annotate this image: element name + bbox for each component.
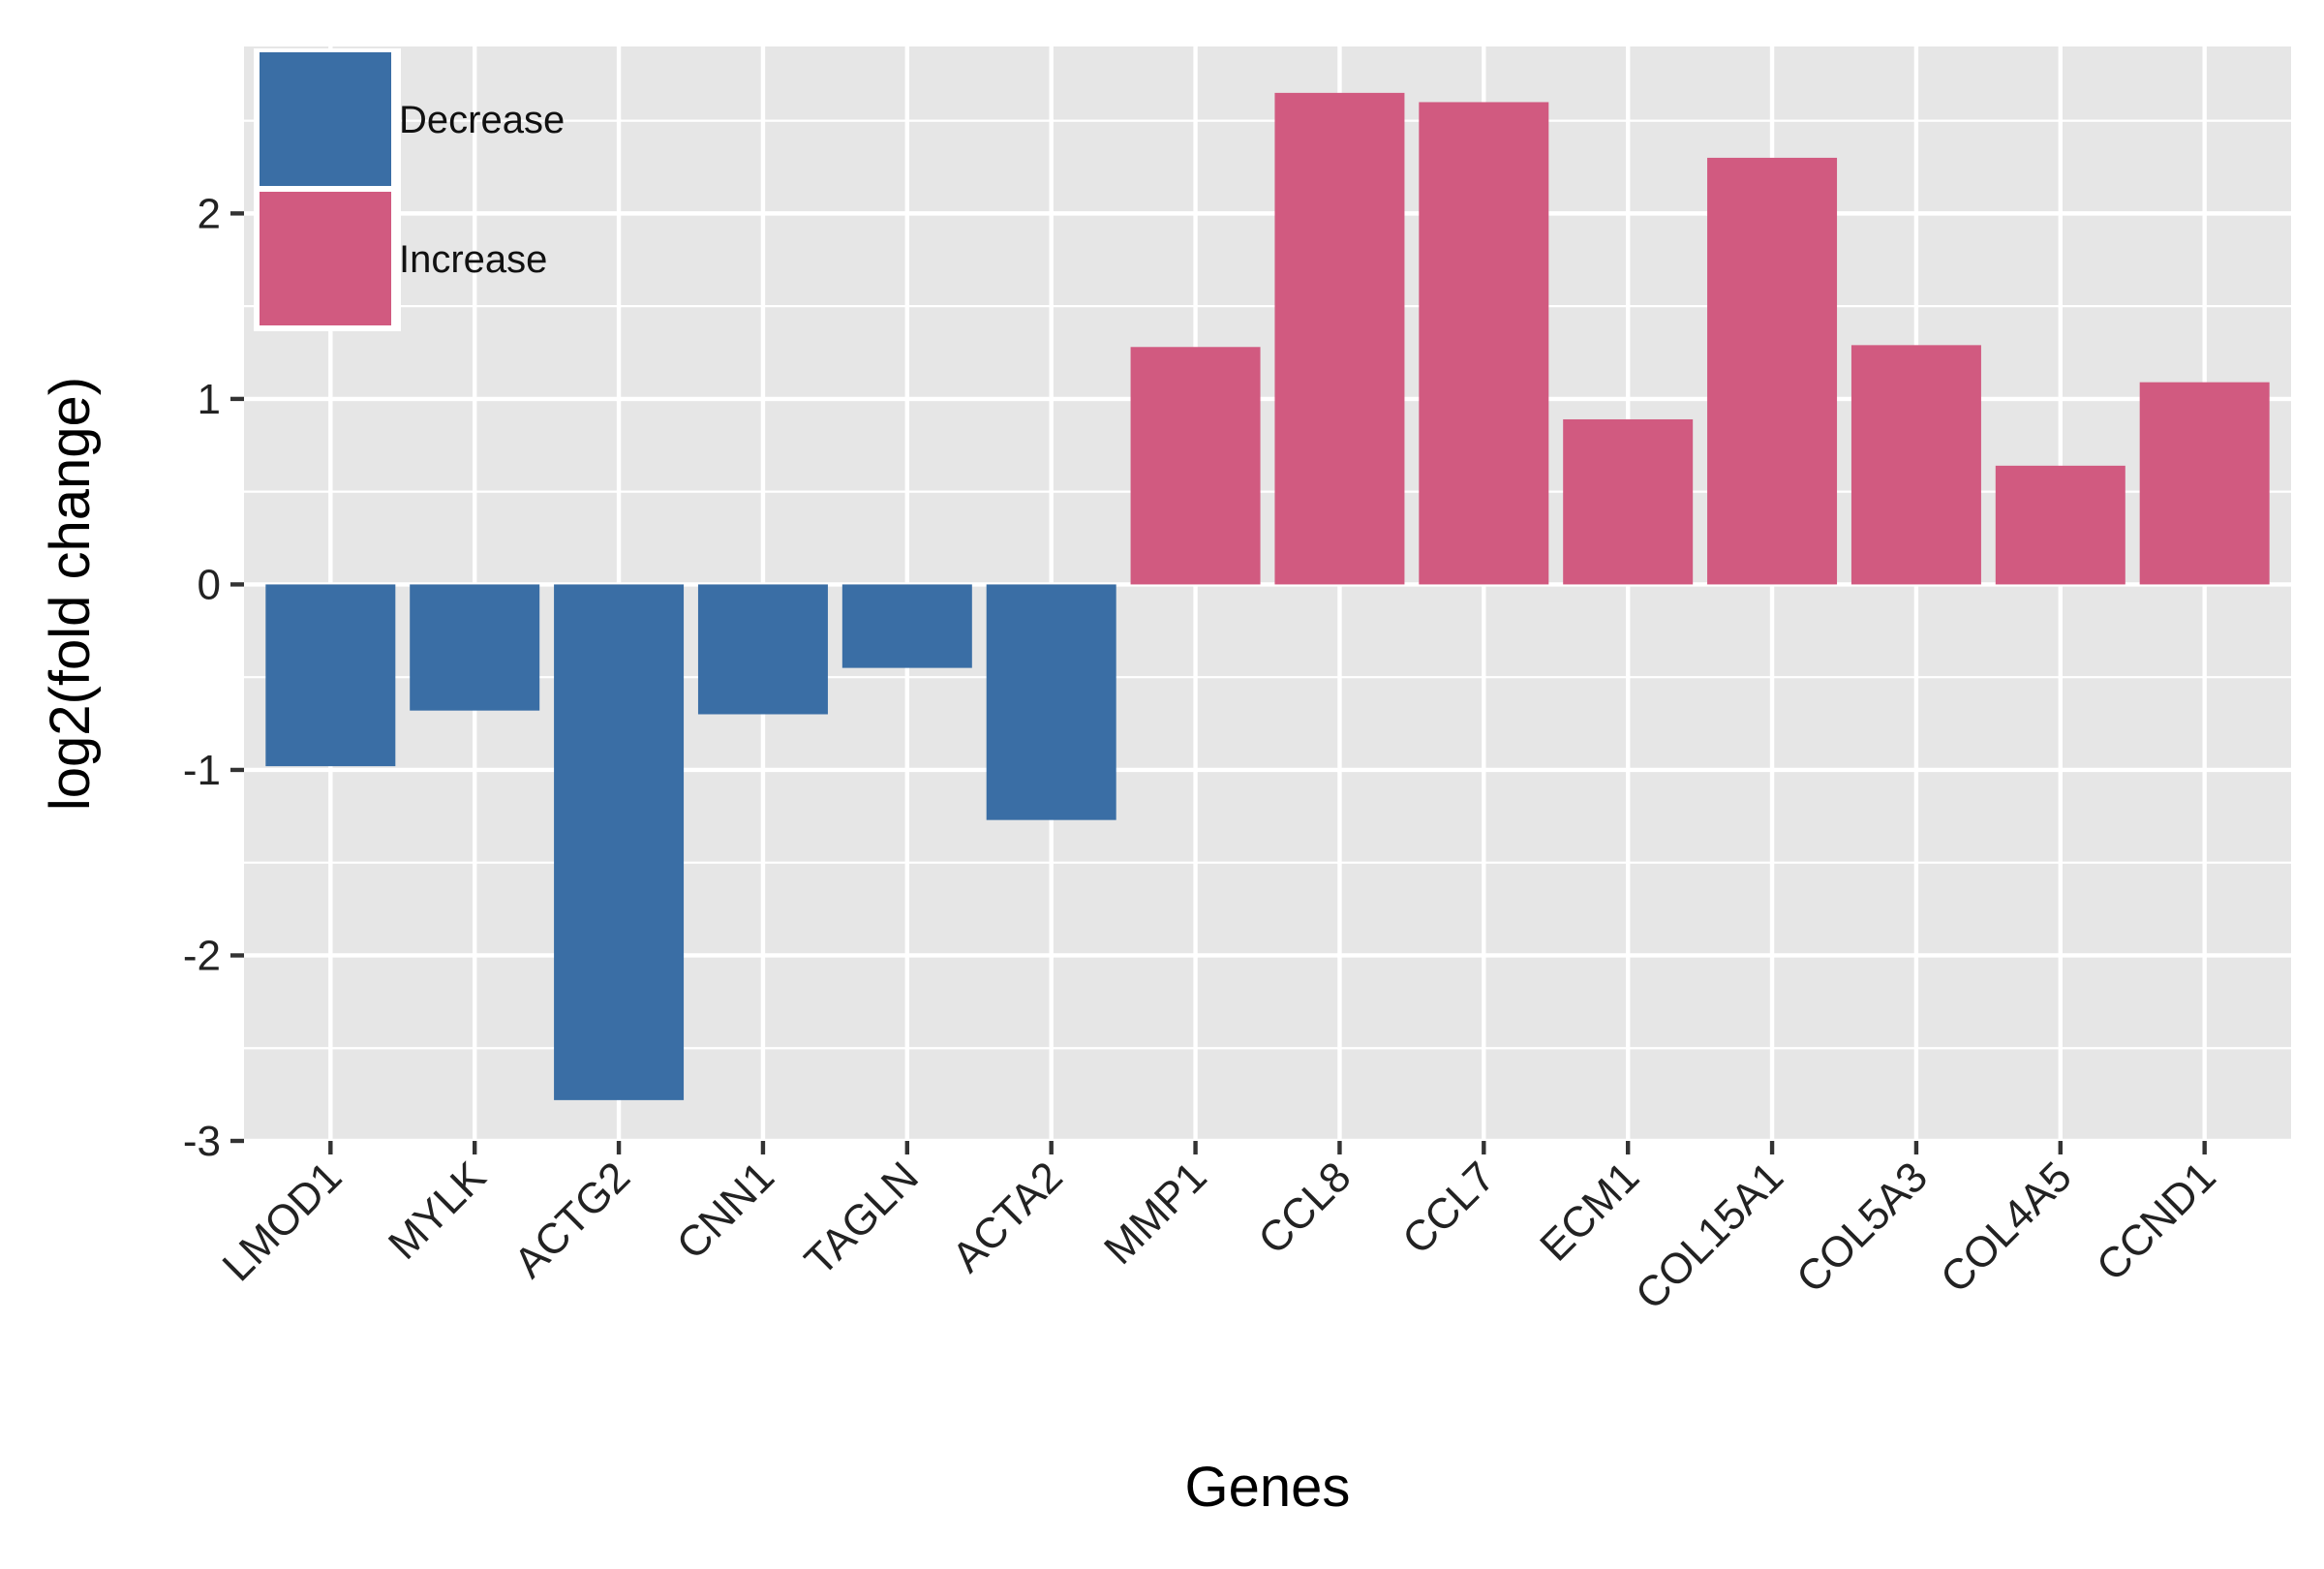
x-tick-label: TAGLN [796,1153,928,1284]
bar-tagln [841,584,972,668]
x-tick-label: CNN1 [668,1153,783,1268]
legend-label-decrease: Decrease [399,99,565,141]
plot-panel [244,46,2291,1141]
bar-mmp1 [1130,347,1261,585]
x-tick-label: MYLK [380,1153,495,1268]
bar-ecm1 [1563,418,1694,585]
x-tick-label: COL15A1 [1627,1153,1792,1318]
x-axis: LMOD1 MYLK ACTG2 CNN1 TAGLN ACTA2 MMP1 CCL8 CCL7… [214,1141,2225,1319]
y-axis-title: log2(fold change) [39,377,102,811]
bar-ccnd1 [2139,382,2270,585]
legend-key-decrease [260,52,391,186]
y-axis: -3 -2 -1 0 1 2 [183,190,244,1165]
bar-ccl7 [1419,102,1549,585]
y-tick-label: -1 [183,747,221,794]
x-tick-label: ECM1 [1531,1153,1648,1270]
bar-col5a3 [1850,345,1981,585]
bar-acta2 [986,584,1116,820]
bar-col4a5 [1995,465,2125,585]
y-tick-label: -2 [183,932,221,979]
x-tick-label: LMOD1 [214,1153,352,1290]
bar-cnn1 [697,584,828,715]
x-tick-label: MMP1 [1095,1153,1216,1274]
bar-col15a1 [1707,157,1838,585]
x-tick-label: ACTG2 [505,1153,639,1286]
x-tick-label: COL4A5 [1932,1153,2081,1302]
x-tick-label: ACTA2 [943,1153,1072,1281]
bar-ccl8 [1274,92,1405,585]
x-tick-label: COL5A3 [1788,1153,1937,1302]
y-tick-label: 1 [198,376,221,423]
legend-label-increase: Increase [399,238,547,281]
bar-actg2 [554,584,685,1100]
bars [265,92,2270,1100]
legend-key-increase [260,192,391,325]
x-axis-title: Genes [1185,1456,1351,1519]
y-tick-label: -3 [183,1118,221,1165]
x-tick-label: CCND1 [2088,1153,2225,1290]
y-tick-label: 0 [198,561,221,608]
x-tick-label: CCL8 [1249,1153,1360,1263]
bar-mylk [410,584,540,711]
legend: Decrease Increase [254,48,565,331]
y-tick-label: 2 [198,190,221,237]
x-tick-label: CCL7 [1393,1153,1504,1263]
bar-lmod1 [265,584,396,767]
